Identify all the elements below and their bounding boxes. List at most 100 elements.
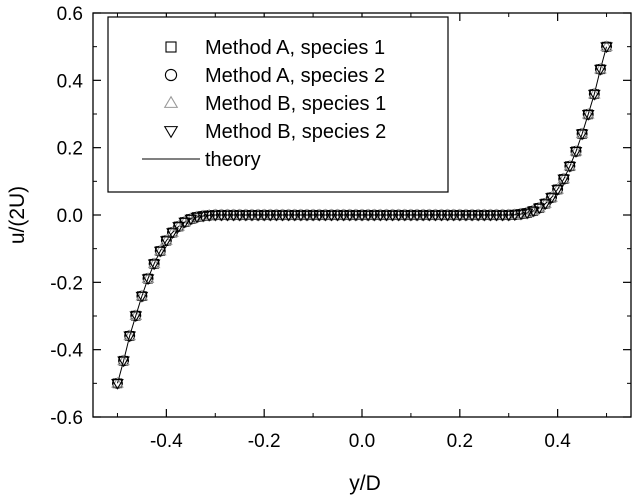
data-point bbox=[166, 228, 179, 239]
legend-box bbox=[107, 16, 449, 193]
data-point bbox=[600, 42, 613, 54]
data-point bbox=[147, 259, 161, 271]
data-point bbox=[196, 211, 210, 223]
data-point bbox=[557, 172, 571, 184]
data-point bbox=[532, 203, 546, 215]
data-point bbox=[172, 222, 185, 233]
data-point bbox=[557, 174, 571, 186]
legend-label: Method A, species 1 bbox=[205, 37, 385, 59]
data-point bbox=[374, 210, 387, 222]
data-point bbox=[129, 309, 143, 320]
y-tick-label: 0.6 bbox=[57, 4, 83, 25]
data-point bbox=[276, 210, 289, 222]
data-point bbox=[435, 210, 448, 222]
legend-label: Method A, species 2 bbox=[205, 65, 385, 87]
data-point bbox=[178, 215, 192, 227]
data-point bbox=[551, 185, 564, 196]
data-point bbox=[129, 311, 143, 323]
data-point bbox=[294, 210, 308, 222]
data-point bbox=[135, 291, 149, 303]
data-point bbox=[453, 210, 467, 222]
data-point bbox=[392, 210, 406, 222]
data-point bbox=[545, 191, 558, 202]
data-point bbox=[581, 107, 595, 119]
data-point bbox=[398, 210, 412, 222]
data-point bbox=[166, 226, 179, 237]
data-point bbox=[490, 210, 503, 222]
data-point bbox=[496, 210, 509, 222]
data-point bbox=[184, 214, 198, 226]
data-point bbox=[539, 199, 552, 211]
data-point bbox=[416, 210, 430, 222]
data-point bbox=[117, 356, 130, 368]
data-point bbox=[581, 110, 595, 121]
tick-labels: -0.4 -0.2 0.0 0.2 0.4 -0.6 -0.4 -0.2 0.0 0.2 0.4 0.… bbox=[50, 4, 571, 452]
data-point bbox=[141, 272, 155, 283]
data-point bbox=[594, 64, 607, 76]
data-point bbox=[526, 206, 540, 218]
data-point bbox=[600, 40, 613, 51]
legend-marker-triangle-up bbox=[163, 95, 179, 108]
data-point bbox=[123, 329, 137, 341]
legend-marker-triangle-down bbox=[163, 126, 179, 139]
data-point bbox=[508, 210, 522, 222]
data-point bbox=[111, 379, 124, 390]
data-point bbox=[263, 210, 277, 222]
data-point bbox=[563, 159, 577, 171]
x-axis-label: y/D bbox=[349, 472, 381, 495]
data-point bbox=[349, 210, 363, 222]
data-point bbox=[361, 210, 375, 222]
data-point bbox=[325, 210, 338, 222]
data-point bbox=[569, 144, 583, 156]
data-point bbox=[441, 210, 454, 222]
y-tick-label: 0.2 bbox=[57, 139, 83, 160]
data-point bbox=[208, 210, 222, 222]
data-point bbox=[153, 244, 167, 256]
y-tick-label: 0.4 bbox=[57, 71, 84, 92]
data-point bbox=[587, 89, 601, 101]
data-point bbox=[251, 210, 265, 222]
data-point bbox=[282, 210, 295, 222]
data-point bbox=[484, 210, 497, 222]
data-point bbox=[587, 87, 601, 99]
legend-marker-circle bbox=[164, 68, 178, 82]
data-point bbox=[160, 236, 173, 248]
data-point bbox=[569, 147, 583, 158]
data-point bbox=[471, 210, 485, 222]
data-point bbox=[447, 210, 461, 222]
y-tick-label: 0.0 bbox=[57, 206, 83, 227]
data-point bbox=[153, 246, 167, 258]
data-point bbox=[520, 208, 534, 220]
data-point bbox=[160, 234, 173, 245]
data-point bbox=[337, 210, 350, 222]
data-point bbox=[459, 210, 473, 222]
legend-label: Method B, species 1 bbox=[205, 93, 386, 115]
data-point bbox=[190, 212, 204, 224]
data-point bbox=[331, 210, 344, 222]
x-tick-label: -0.2 bbox=[248, 431, 281, 452]
data-point bbox=[135, 289, 149, 301]
data-point bbox=[575, 129, 589, 141]
data-point bbox=[111, 376, 124, 388]
x-tick-label: 0.4 bbox=[544, 431, 571, 452]
data-point bbox=[123, 331, 137, 343]
data-point bbox=[355, 210, 369, 222]
data-point bbox=[215, 210, 228, 222]
data-point bbox=[343, 210, 357, 222]
data-point bbox=[545, 193, 558, 204]
data-point bbox=[318, 210, 332, 222]
series-4 bbox=[111, 42, 613, 390]
data-point bbox=[563, 161, 577, 173]
data-point bbox=[422, 210, 436, 222]
data-point bbox=[380, 210, 393, 222]
legend-label: theory bbox=[205, 149, 261, 171]
data-point bbox=[386, 210, 399, 222]
x-tick-label: 0.0 bbox=[349, 431, 375, 452]
data-point bbox=[202, 211, 216, 222]
data-point bbox=[575, 127, 589, 139]
data-point bbox=[245, 210, 259, 222]
data-point bbox=[312, 210, 326, 222]
data-point bbox=[239, 210, 253, 222]
data-point bbox=[270, 210, 283, 222]
data-point bbox=[429, 210, 442, 222]
